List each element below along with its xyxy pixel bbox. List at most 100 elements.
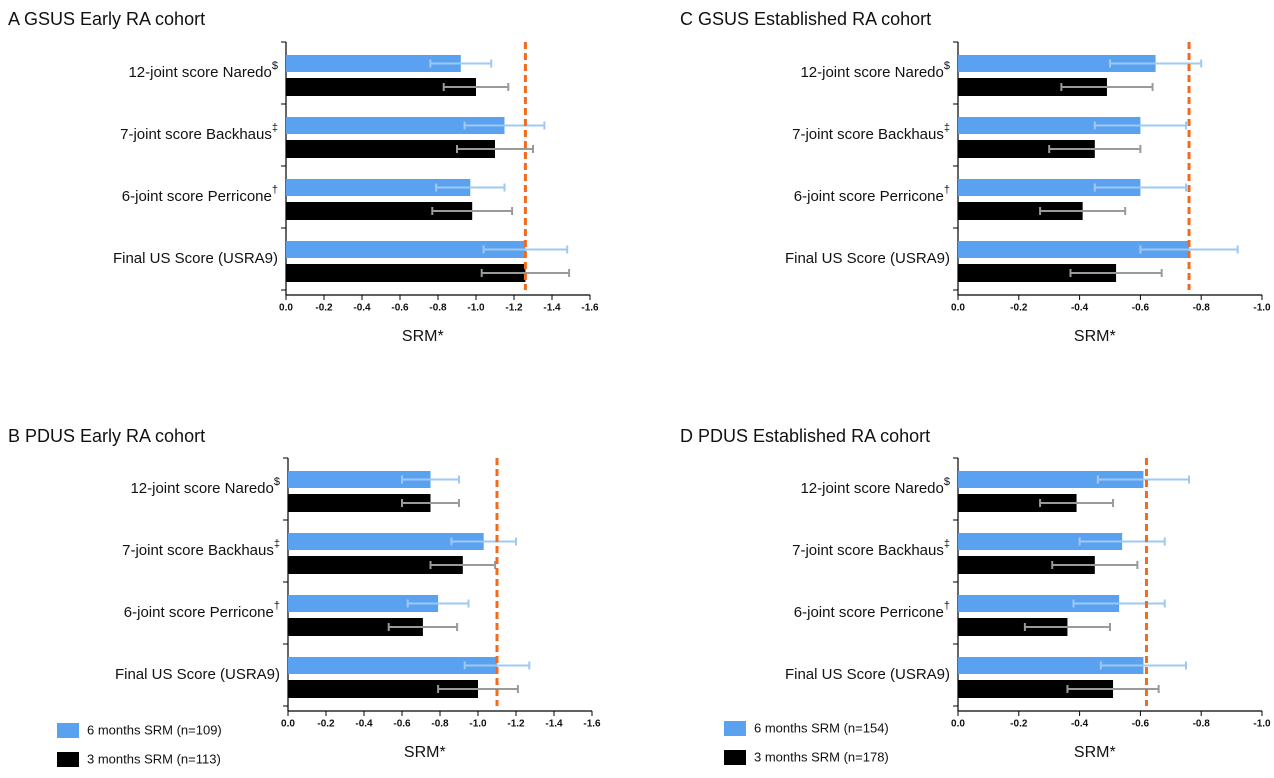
- x-tick-label: -1.6: [583, 719, 601, 730]
- category-label: 12-joint score Naredo$: [800, 476, 950, 497]
- category-label: Final US Score (USRA9): [785, 666, 950, 683]
- x-tick-label: -0.2: [1010, 303, 1028, 314]
- bar: [288, 595, 439, 612]
- bar: [286, 55, 461, 72]
- x-tick-label: -1.0: [467, 303, 485, 314]
- error-bar: [456, 145, 534, 153]
- category-label: 12-joint score Naredo$: [128, 60, 278, 81]
- x-axis-title: SRM*: [404, 744, 446, 761]
- bar: [958, 471, 1144, 488]
- error-bar: [1039, 207, 1127, 215]
- bar: [286, 179, 471, 196]
- x-tick-label: -0.2: [1010, 719, 1028, 730]
- category-label: Final US Score (USRA9): [113, 250, 278, 267]
- category-label: 6-joint score Perricone†: [122, 184, 278, 205]
- bar: [288, 533, 484, 550]
- x-tick-label: -0.8: [429, 303, 447, 314]
- bar: [286, 117, 505, 134]
- x-tick-label: -0.8: [1193, 719, 1211, 730]
- x-tick-label: -0.4: [353, 303, 371, 314]
- x-tick-label: -0.4: [1071, 303, 1089, 314]
- x-tick-label: -1.2: [505, 303, 523, 314]
- error-bar: [463, 121, 546, 130]
- x-tick-label: 0.0: [279, 303, 293, 314]
- category-label: 7-joint score Backhaus‡: [792, 122, 950, 143]
- bar: [958, 264, 1117, 282]
- x-tick-label: -0.6: [1132, 303, 1150, 314]
- category-label: Final US Score (USRA9): [115, 666, 280, 683]
- x-tick-label: -1.0: [469, 719, 487, 730]
- bar: [286, 140, 495, 158]
- x-tick-label: -1.0: [1253, 303, 1271, 314]
- error-bar: [429, 561, 497, 569]
- error-bar: [1099, 661, 1187, 670]
- category-label: 6-joint score Perricone†: [794, 600, 950, 621]
- error-bar: [1078, 537, 1166, 546]
- x-tick-label: -1.4: [543, 303, 561, 314]
- error-bar: [435, 183, 506, 192]
- error-bar: [1066, 685, 1160, 693]
- x-axis-title: SRM*: [402, 328, 444, 345]
- x-tick-label: -0.4: [355, 719, 373, 730]
- bar: [288, 657, 497, 674]
- error-bar: [1093, 183, 1187, 192]
- x-tick-label: 0.0: [951, 719, 965, 730]
- category-label: 7-joint score Backhaus‡: [122, 538, 280, 559]
- error-bar: [1139, 245, 1239, 254]
- error-bar: [1051, 561, 1139, 569]
- panel-title: B PDUS Early RA cohort: [8, 426, 205, 446]
- error-bar: [1096, 475, 1191, 484]
- category-label: 7-joint score Backhaus‡: [792, 538, 950, 559]
- error-bar: [401, 499, 460, 507]
- bar: [958, 117, 1141, 134]
- bar: [958, 179, 1141, 196]
- x-tick-label: -1.0: [1253, 719, 1271, 730]
- category-label: 12-joint score Naredo$: [130, 476, 280, 497]
- error-bar: [401, 475, 460, 484]
- category-label: Final US Score (USRA9): [785, 250, 950, 267]
- x-axis-title: SRM*: [1074, 744, 1116, 761]
- legend-swatch: [57, 752, 79, 767]
- bar: [286, 78, 476, 96]
- panel-title: C GSUS Established RA cohort: [680, 9, 931, 29]
- bar: [958, 556, 1095, 574]
- bar: [286, 264, 526, 282]
- category-label: 12-joint score Naredo$: [800, 60, 950, 81]
- bar: [958, 533, 1123, 550]
- error-bar: [431, 207, 514, 215]
- error-bar: [1093, 121, 1187, 130]
- legend-swatch: [57, 723, 79, 738]
- bar: [288, 618, 423, 636]
- legend-swatch: [724, 721, 746, 736]
- bar: [958, 55, 1156, 72]
- bar: [958, 494, 1077, 512]
- error-bar: [1039, 499, 1115, 507]
- bar: [288, 556, 463, 574]
- panel-title: A GSUS Early RA cohort: [8, 9, 205, 29]
- legend-label: 6 months SRM (n=154): [754, 720, 889, 735]
- legend-label: 3 months SRM (n=113): [87, 751, 221, 766]
- error-bar: [1048, 145, 1142, 153]
- error-bar: [437, 685, 519, 693]
- legend-swatch: [724, 750, 746, 765]
- bar: [958, 595, 1120, 612]
- x-tick-label: -0.6: [1132, 719, 1150, 730]
- x-tick-label: -0.6: [393, 719, 411, 730]
- x-axis-title: SRM*: [1074, 328, 1116, 345]
- error-bar: [387, 623, 459, 631]
- category-label: 7-joint score Backhaus‡: [120, 122, 278, 143]
- bar: [958, 140, 1095, 158]
- bar: [958, 202, 1083, 220]
- bar: [958, 78, 1107, 96]
- category-label: 6-joint score Perricone†: [794, 184, 950, 205]
- bar: [958, 657, 1144, 674]
- legend-label: 3 months SRM (n=178): [754, 749, 889, 764]
- x-tick-label: -0.2: [315, 303, 333, 314]
- x-tick-label: -0.2: [317, 719, 335, 730]
- error-bar: [429, 59, 493, 68]
- x-tick-label: 0.0: [281, 719, 295, 730]
- x-tick-label: -1.2: [507, 719, 525, 730]
- error-bar: [1109, 59, 1203, 68]
- x-tick-label: -1.6: [581, 303, 599, 314]
